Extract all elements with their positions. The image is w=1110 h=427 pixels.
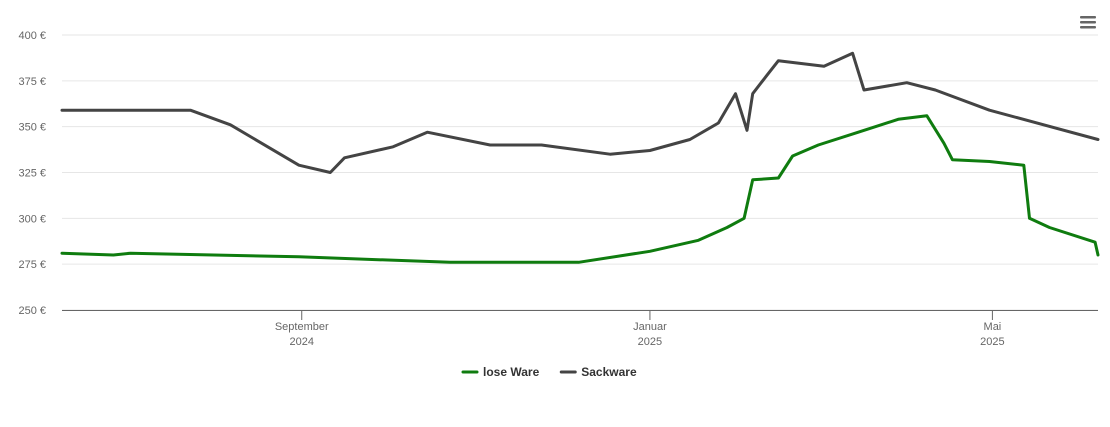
y-tick-label: 275 € xyxy=(18,259,46,271)
y-tick-label: 375 € xyxy=(18,76,46,88)
legend-label: Sackware xyxy=(581,365,637,379)
y-tick-label: 325 € xyxy=(18,168,46,180)
x-tick-label: Mai 2025 xyxy=(980,321,1004,348)
x-tick-label-line: 2025 xyxy=(980,336,1004,348)
legend-item[interactable]: Sackware xyxy=(559,365,637,379)
menu-bar xyxy=(1080,26,1096,29)
series-line xyxy=(60,114,1100,264)
legend-label: lose Ware xyxy=(483,365,540,379)
menu-icon[interactable] xyxy=(1080,16,1096,29)
menu-bar xyxy=(1080,16,1096,19)
x-tick-label-line: September xyxy=(275,321,329,333)
legend-item[interactable]: lose Ware xyxy=(461,365,540,379)
y-tick-label: 400 € xyxy=(18,30,46,42)
x-tick-label-line: Mai xyxy=(984,321,1002,333)
series-line xyxy=(60,51,1100,174)
y-tick-label: 250 € xyxy=(18,305,46,317)
y-tick-label: 350 € xyxy=(18,122,46,134)
x-tick-label-line: 2024 xyxy=(289,336,313,348)
legend: lose Ware Sackware xyxy=(461,365,637,379)
x-tick-label-line: Januar xyxy=(633,321,667,333)
y-tick-label: 300 € xyxy=(18,213,46,225)
x-tick-label: Januar 2025 xyxy=(633,321,667,348)
x-tick-label-line: 2025 xyxy=(638,336,662,348)
menu-bar xyxy=(1080,21,1096,24)
x-tick-label: September 2024 xyxy=(275,321,329,348)
